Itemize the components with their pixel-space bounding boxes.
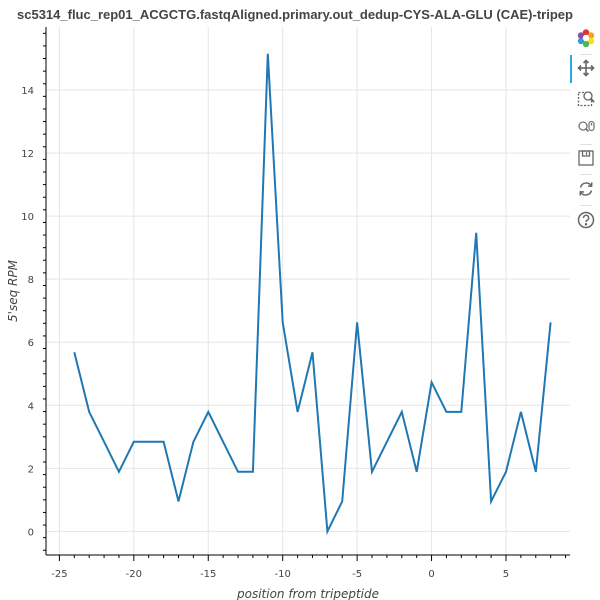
- active-tool-indicator: [570, 55, 572, 83]
- x-tick-label: -15: [200, 569, 216, 580]
- toolbar-separator: [580, 144, 592, 145]
- series-line: [73, 53, 552, 536]
- wheel-zoom-icon[interactable]: [576, 118, 596, 138]
- toolbar-separator: [580, 54, 592, 55]
- box-zoom-icon[interactable]: [576, 88, 596, 108]
- x-tick-label: -20: [126, 569, 142, 580]
- x-tick-label: -25: [51, 569, 67, 580]
- y-axis-label: 5'seq RPM: [6, 259, 20, 322]
- pan-icon[interactable]: [576, 58, 596, 78]
- data-series: [73, 53, 552, 536]
- x-tick-label: -5: [352, 569, 362, 580]
- toolbar: [568, 26, 600, 266]
- x-axis-label: position from tripeptide: [236, 587, 379, 600]
- bokeh-logo-icon[interactable]: [576, 28, 596, 48]
- y-tick-label: 0: [28, 527, 34, 538]
- help-icon[interactable]: [576, 210, 596, 230]
- y-tick-label: 4: [28, 401, 34, 412]
- save-icon[interactable]: [576, 148, 596, 168]
- toolbar-separator: [580, 205, 592, 206]
- x-tick-label: 0: [428, 569, 434, 580]
- tick-marks: [43, 32, 567, 561]
- chart-title: sc5314_fluc_rep01_ACGCTG.fastqAligned.pr…: [17, 7, 573, 22]
- reset-icon[interactable]: [576, 179, 596, 199]
- y-tick-label: 10: [21, 212, 34, 223]
- y-tick-label: 2: [28, 464, 34, 475]
- x-tick-label: 5: [503, 569, 509, 580]
- y-tick-label: 8: [28, 275, 34, 286]
- y-tick-label: 6: [28, 338, 34, 349]
- y-tick-label: 14: [21, 86, 34, 97]
- x-tick-label: -10: [275, 569, 291, 580]
- y-tick-label: 12: [21, 149, 34, 160]
- axes: [45, 27, 570, 556]
- toolbar-separator: [580, 174, 592, 175]
- grid-lines: [46, 27, 570, 555]
- tick-labels: 0 2 4 6 8 10 12 14 -25 -20 -15 -10 -5 0 5: [21, 86, 509, 580]
